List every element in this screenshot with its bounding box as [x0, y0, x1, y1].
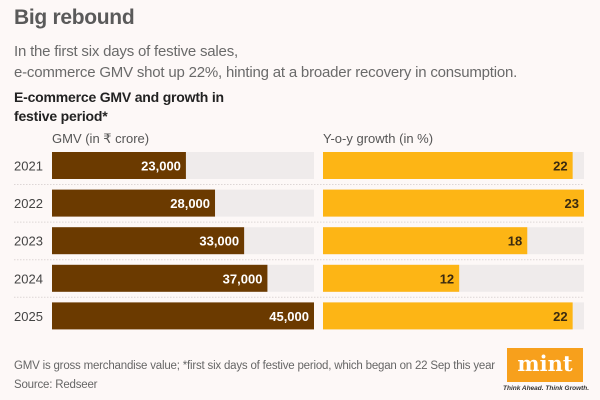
year-label-2022: 2022: [14, 196, 43, 211]
year-label-2024: 2024: [14, 271, 43, 286]
gmv-value-label-2023: 33,000: [199, 234, 239, 249]
growth-bar-2022: [323, 189, 584, 217]
chart-title-line-2: festive period*: [14, 108, 108, 124]
chart-headline: Big rebound: [14, 6, 135, 29]
year-label-2021: 2021: [14, 159, 43, 174]
gmv-value-label-2021: 23,000: [141, 159, 181, 174]
footnote-source: Source: Redseer: [14, 379, 98, 391]
gmv-value-label-2022: 28,000: [170, 196, 210, 211]
chart-title-line-1: E-commerce GMV and growth in: [14, 89, 224, 105]
year-label-2023: 2023: [14, 234, 43, 249]
gmv-bar-2022: [52, 189, 216, 217]
growth-value-label-2024: 12: [440, 271, 454, 286]
gmv-bar-2023: [52, 227, 245, 255]
growth-bar-2021: [323, 152, 573, 179]
year-label-2025: 2025: [14, 309, 43, 324]
mint-logo: mint: [507, 348, 583, 382]
chart-title: E-commerce GMV and growth in festive per…: [14, 88, 224, 126]
growth-value-label-2021: 22: [553, 159, 567, 174]
footnote-note: GMV is gross merchandise value; *first s…: [14, 360, 495, 372]
gmv-value-label-2024: 37,000: [223, 271, 263, 286]
growth-column-header: Y-o-y growth (in %): [323, 131, 434, 146]
gmv-bar-2021: [52, 152, 186, 179]
subtitle-line-2: e-commerce GMV shot up 22%, hinting at a…: [14, 64, 518, 81]
growth-bar-2023: [323, 227, 528, 255]
growth-bar-2024: [323, 264, 460, 292]
growth-bar-2025: [323, 302, 573, 330]
subtitle-line-1: In the first six days of festive sales,: [14, 43, 238, 60]
gmv-bar-2024: [52, 264, 268, 292]
mint-tagline: Think Ahead. Think Growth.: [503, 385, 590, 392]
growth-value-label-2022: 23: [565, 196, 579, 211]
gmv-value-label-2025: 45,000: [269, 309, 309, 324]
gmv-bar-2025: [52, 302, 314, 330]
gmv-column-header: GMV (in ₹ crore): [52, 131, 150, 146]
growth-value-label-2023: 18: [508, 234, 522, 249]
growth-value-label-2025: 22: [553, 309, 567, 324]
chart-subtitle: In the first six days of festive sales, …: [14, 41, 517, 83]
footnote: GMV is gross merchandise value; *first s…: [14, 357, 495, 395]
